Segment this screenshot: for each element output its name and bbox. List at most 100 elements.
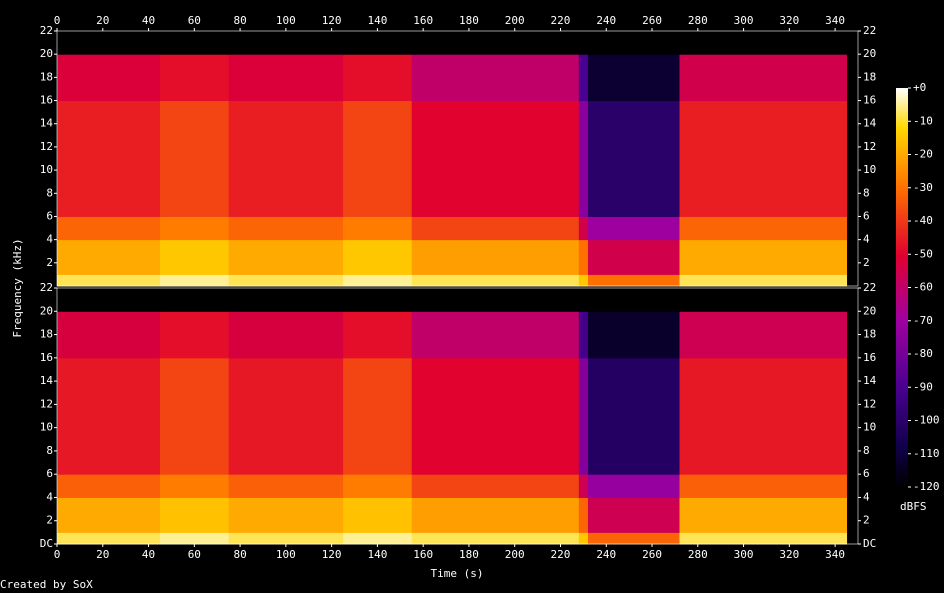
cell: [343, 239, 413, 275]
y-tick-label-right: 22: [863, 24, 876, 37]
y-tick-label-right: 12: [863, 140, 876, 153]
cell: [228, 288, 344, 312]
credit: Created by SoX: [0, 578, 93, 591]
y-tick-label-right: 6: [863, 209, 870, 222]
x-tick-label-top: 140: [367, 14, 387, 27]
y-tick-label-right: 2: [863, 514, 870, 527]
cell: [411, 54, 580, 102]
x-axis-label: Time (s): [431, 567, 484, 580]
cell: [587, 239, 680, 275]
cell: [57, 239, 161, 275]
cell: [679, 274, 848, 287]
x-tick-label: 280: [688, 548, 708, 561]
x-tick-label: 140: [367, 548, 387, 561]
x-tick-label: 40: [142, 548, 155, 561]
cell: [57, 216, 161, 241]
y-tick-label: 22: [40, 281, 53, 294]
cell: [343, 357, 413, 475]
cell: [578, 216, 589, 241]
x-tick-label: 60: [188, 548, 201, 561]
y-tick-label: 6: [46, 467, 53, 480]
cell: [679, 288, 848, 312]
y-tick-label: 22: [40, 24, 53, 37]
colorbar-tick-label: -100: [913, 414, 940, 427]
colorbar-tick-label: +0: [913, 81, 926, 94]
cell: [578, 311, 589, 359]
cell: [411, 216, 580, 241]
x-tick-label: 180: [459, 548, 479, 561]
cell: [57, 357, 161, 475]
cell: [578, 239, 589, 275]
y-tick-label: 6: [46, 209, 53, 222]
cell: [411, 31, 580, 55]
x-tick-label-top: 180: [459, 14, 479, 27]
x-tick-label-top: 220: [551, 14, 571, 27]
cell: [159, 216, 230, 241]
y-tick-label-right: 8: [863, 444, 870, 457]
cell: [587, 311, 680, 359]
cell: [343, 54, 413, 102]
cell: [411, 532, 580, 545]
cell: [411, 497, 580, 533]
x-tick-label-top: 280: [688, 14, 708, 27]
colorbar-tick-label: -40: [913, 214, 933, 227]
cell: [57, 474, 161, 498]
x-tick-label: 220: [551, 548, 571, 561]
y-tick-label: 2: [46, 256, 53, 269]
x-tick-label: 320: [779, 548, 799, 561]
y-tick-label-right: 22: [863, 281, 876, 294]
x-tick-label-top: 60: [188, 14, 201, 27]
cell: [587, 497, 680, 533]
y-tick-label: 8: [46, 444, 53, 457]
cell: [343, 216, 413, 241]
cell: [159, 288, 230, 312]
cell: [57, 288, 161, 312]
cell: [411, 239, 580, 275]
cell: [578, 497, 589, 533]
cell: [57, 54, 161, 102]
cell: [343, 311, 413, 359]
cell: [679, 311, 848, 359]
cell: [159, 311, 230, 359]
x-tick-label-top: 120: [322, 14, 342, 27]
y-tick-label: DC: [40, 537, 53, 550]
cell: [578, 357, 589, 475]
y-tick-label-right: 4: [863, 233, 870, 246]
x-tick-label: 20: [96, 548, 109, 561]
x-tick-label-top: 240: [596, 14, 616, 27]
x-tick-label: 340: [825, 548, 845, 561]
y-tick-label-right: 14: [863, 117, 877, 130]
y-tick-label-right: 20: [863, 47, 876, 60]
y-tick-label-right: 16: [863, 351, 876, 364]
x-tick-label-top: 200: [505, 14, 525, 27]
cell: [411, 357, 580, 475]
cell: [411, 311, 580, 359]
cell: [228, 274, 344, 287]
cell: [343, 532, 413, 545]
cell: [228, 216, 344, 241]
cell: [57, 100, 161, 217]
cell: [57, 31, 161, 55]
y-tick-label: 8: [46, 186, 53, 199]
cell: [159, 532, 230, 545]
cell: [587, 474, 680, 498]
y-tick-label-right: 20: [863, 304, 876, 317]
x-tick-label: 100: [276, 548, 296, 561]
x-tick-label: 300: [734, 548, 754, 561]
plot-frame: [56, 30, 859, 287]
cell: [587, 216, 680, 241]
y-tick-label: 20: [40, 304, 53, 317]
colorbar-tick-label: -110: [913, 447, 940, 460]
cell: [587, 274, 680, 287]
cell: [228, 54, 344, 102]
cell: [343, 497, 413, 533]
x-tick-label-top: 80: [233, 14, 246, 27]
cell: [679, 497, 848, 533]
x-tick-label: 120: [322, 548, 342, 561]
cell: [228, 497, 344, 533]
x-tick-label: 200: [505, 548, 525, 561]
cell: [343, 288, 413, 312]
y-tick-label: 18: [40, 70, 53, 83]
cell: [578, 100, 589, 217]
y-tick-label: 4: [46, 233, 53, 246]
